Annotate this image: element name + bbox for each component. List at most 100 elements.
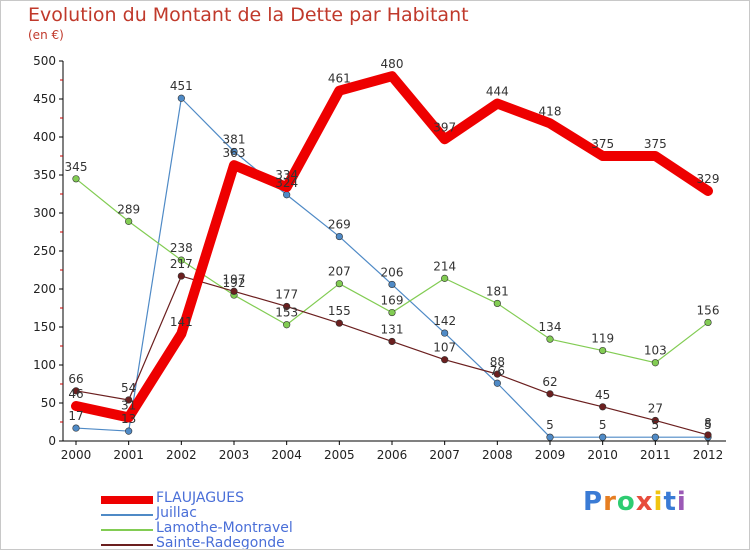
data-point [651, 433, 659, 441]
data-label: 107 [433, 341, 456, 355]
data-label: 238 [170, 241, 193, 255]
legend-label: FLAUJAGUES [156, 490, 245, 506]
y-tick-label: 200 [33, 282, 56, 296]
data-point [388, 280, 396, 289]
data-label: 142 [433, 314, 456, 328]
data-point [230, 287, 238, 295]
legend-label: Juillac [156, 505, 197, 521]
data-label: 289 [117, 202, 140, 216]
data-label: 480 [381, 57, 404, 71]
x-tick-label: 2005 [324, 448, 355, 462]
data-point [651, 416, 659, 425]
data-label: 156 [697, 303, 720, 317]
brand-letter: i [676, 487, 687, 517]
x-tick-label: 2002 [166, 448, 197, 462]
data-point [72, 424, 80, 432]
data-point [283, 321, 291, 329]
y-tick-label: 150 [33, 320, 56, 334]
data-label: 329 [697, 172, 720, 186]
data-point [72, 175, 80, 183]
data-point [493, 370, 501, 378]
data-point [546, 335, 554, 343]
data-point [73, 403, 79, 410]
data-point [177, 272, 185, 280]
y-tick-label: 400 [33, 130, 56, 144]
data-point [441, 136, 448, 143]
legend-swatch [101, 529, 153, 531]
data-label: 27 [648, 401, 663, 415]
legend-swatch [101, 544, 153, 546]
data-label: 192 [223, 276, 246, 290]
data-point [546, 433, 554, 441]
x-tick-label: 2009 [535, 448, 566, 462]
data-label: 444 [486, 85, 509, 99]
data-label: 169 [381, 294, 404, 308]
x-tick-label: 2007 [429, 448, 460, 462]
data-point [231, 162, 237, 169]
data-point [493, 379, 501, 387]
brand-logo: Proxiti [583, 487, 687, 517]
y-tick-label: 500 [33, 54, 56, 68]
data-label: 88 [490, 355, 505, 369]
y-tick-label: 250 [33, 244, 56, 258]
data-point [177, 94, 185, 102]
data-label: 363 [223, 146, 246, 160]
data-point [493, 299, 501, 308]
data-point [546, 390, 554, 398]
data-label: 17 [68, 409, 83, 423]
data-point [125, 414, 132, 421]
y-tick-label: 50 [41, 396, 56, 410]
data-label: 141 [170, 315, 193, 329]
y-tick-label: 100 [33, 358, 56, 372]
data-label: 62 [542, 375, 557, 389]
data-point [441, 356, 449, 364]
data-label: 45 [595, 388, 610, 402]
data-label: 334 [275, 168, 298, 182]
data-point [389, 73, 395, 80]
x-tick-label: 2000 [61, 448, 92, 462]
data-point [494, 100, 501, 107]
data-label: 418 [539, 104, 562, 118]
legend-swatch [101, 514, 153, 516]
data-label: 197 [223, 272, 246, 286]
data-label: 119 [591, 332, 614, 346]
data-point [335, 280, 343, 288]
brand-letter: x [635, 487, 654, 517]
data-label: 214 [433, 259, 456, 273]
data-label: 66 [68, 372, 83, 386]
data-point [705, 187, 711, 194]
data-point [283, 191, 291, 199]
data-point [441, 274, 449, 282]
data-label: 54 [121, 381, 136, 395]
data-label: 5 [652, 418, 660, 432]
data-point [125, 396, 133, 404]
brand-letter: r [603, 487, 617, 517]
data-point [388, 308, 396, 317]
data-label: 461 [328, 72, 351, 86]
data-point [704, 431, 712, 439]
data-point [547, 120, 553, 127]
data-point [335, 319, 343, 327]
data-label: 153 [275, 306, 298, 320]
data-label: 31 [121, 398, 136, 412]
x-tick-label: 2011 [640, 448, 671, 462]
data-point [441, 329, 449, 337]
data-label: 345 [65, 160, 88, 174]
brand-letter: o [616, 487, 636, 517]
data-label: 5 [704, 418, 712, 432]
data-label: 375 [644, 137, 667, 151]
data-label: 5 [546, 418, 554, 432]
brand-letter: t [663, 487, 677, 517]
data-point [704, 318, 712, 327]
data-label: 155 [328, 304, 351, 318]
x-tick-label: 2001 [113, 448, 144, 462]
y-tick-label: 350 [33, 168, 56, 182]
data-label: 269 [328, 218, 351, 232]
legend-label: Sainte-Radegonde [156, 535, 285, 550]
data-label: 397 [433, 120, 456, 134]
data-label: 134 [539, 320, 562, 334]
y-tick-label: 300 [33, 206, 56, 220]
data-label: 206 [381, 265, 404, 279]
y-tick-label: 0 [48, 434, 56, 448]
